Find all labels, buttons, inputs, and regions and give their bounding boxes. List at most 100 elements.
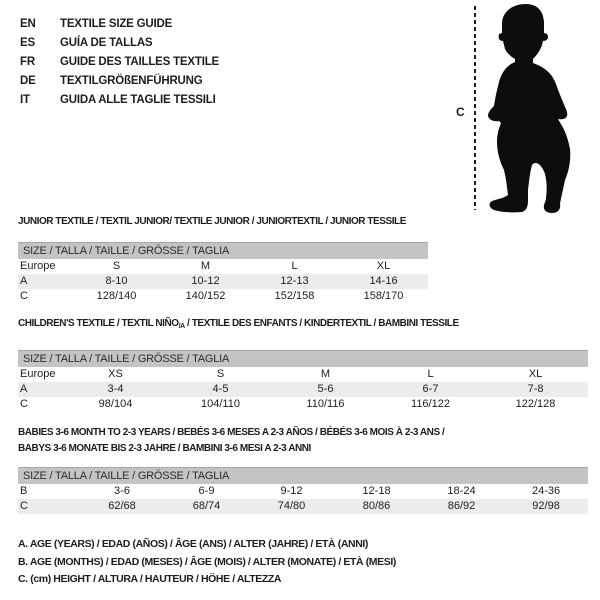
- lang-title: GUIDA ALLE TAGLIE TESSILI: [60, 94, 216, 106]
- cell: 80/86: [334, 498, 419, 514]
- cell: 140/152: [185, 290, 226, 302]
- table-row-age: A 3-4 4-5 5-6 6-7 7-8: [18, 381, 589, 397]
- childrens-textile-section: CHILDREN'S TEXTILE / TEXTIL NIÑO/A / TEX…: [18, 318, 589, 412]
- row-label: C: [20, 290, 28, 302]
- table-row-height: C 128/140 140/152 152/158 158/170: [18, 289, 428, 304]
- cell: XL: [376, 260, 391, 272]
- cell: M: [200, 260, 211, 272]
- lang-title: TEXTILGRÖßENFÜHRUNG: [60, 75, 203, 87]
- table-row-age: A 8-10 10-12 12-13 14-16: [18, 273, 429, 289]
- cell: 68/74: [164, 498, 249, 514]
- row-label: A: [18, 273, 72, 289]
- cell: 6-7: [378, 381, 483, 397]
- size-header-label: SIZE / TALLA / TAILLE / GRÖSSE / TAGLIA: [18, 350, 589, 367]
- lang-code: ES: [20, 37, 35, 49]
- cell: 10-12: [161, 273, 250, 289]
- cell: 86/92: [419, 498, 504, 514]
- childrens-table-title: CHILDREN'S TEXTILE / TEXTIL NIÑO/A / TEX…: [18, 318, 588, 333]
- cell: 8-10: [72, 273, 161, 289]
- cell: XS: [108, 368, 123, 380]
- cell: S: [112, 260, 121, 272]
- legend-line-c: C. (cm) HEIGHT / ALTURA / HAUTEUR / HÖHE…: [18, 573, 282, 585]
- title-part: CHILDREN'S TEXTILE / TEXTIL NIÑO: [18, 318, 179, 329]
- cell: 62/68: [80, 498, 164, 514]
- lang-code: FR: [20, 56, 35, 68]
- size-header-label: SIZE / TALLA / TAILLE / GRÖSSE / TAGLIA: [18, 242, 429, 259]
- cell: 5-6: [273, 381, 378, 397]
- cell: 122/128: [515, 398, 556, 410]
- legend-line-a: A. AGE (YEARS) / EDAD (AÑOS) / ÂGE (ANS)…: [18, 538, 369, 550]
- cell: 6-9: [198, 485, 215, 497]
- row-label: A: [18, 381, 63, 397]
- cell: 98/104: [98, 398, 133, 410]
- junior-size-table: SIZE / TALLA / TAILLE / GRÖSSE / TAGLIA …: [18, 242, 429, 304]
- cell: 110/116: [306, 398, 345, 410]
- lang-row-fr: FR GUIDE DES TAILLES TEXTILE: [20, 53, 219, 72]
- row-label: C: [18, 498, 80, 514]
- babies-table-title: BABIES 3-6 MONTH TO 2-3 YEARS / BEBÉS 3-…: [18, 425, 588, 457]
- lang-row-en: EN TEXTILE SIZE GUIDE: [20, 15, 219, 34]
- lang-code: IT: [20, 94, 30, 106]
- height-label-c: C: [456, 105, 465, 119]
- cell: 74/80: [249, 498, 334, 514]
- table-row-europe: Europe S M L XL: [18, 259, 428, 274]
- height-dashed-line: [474, 6, 476, 210]
- junior-table-title: JUNIOR TEXTILE / TEXTIL JUNIOR/ TEXTILE …: [18, 216, 406, 227]
- lang-row-es: ES GUÍA DE TALLAS: [20, 34, 219, 53]
- row-label: Europe: [20, 260, 56, 272]
- legend-line-b: B. AGE (MONTHS) / EDAD (MESES) / ÂGE (MO…: [18, 555, 396, 568]
- cell: L: [427, 368, 434, 380]
- cell: 4-5: [168, 381, 273, 397]
- cell: 158/170: [363, 290, 404, 302]
- cell: 3-6: [114, 485, 130, 497]
- cell: XL: [528, 368, 543, 380]
- cell: 152/158: [274, 290, 315, 302]
- title-subscript: /A: [178, 323, 186, 330]
- lang-row-it: IT GUIDA ALLE TAGLIE TESSILI: [20, 91, 219, 110]
- table-row-europe: Europe XS S M L XL: [18, 367, 588, 382]
- height-measure-figure: C: [448, 0, 600, 218]
- size-header-bar: SIZE / TALLA / TAILLE / GRÖSSE / TAGLIA: [18, 350, 589, 367]
- table-row-age-months: B 3-6 6-9 9-12 12-18 18-24 24-36: [18, 484, 588, 499]
- toddler-silhouette-icon: [488, 4, 571, 213]
- table-row-height: C 98/104 104/110 110/116 116/122 122/128: [18, 397, 588, 412]
- row-label: Europe: [20, 368, 56, 380]
- lang-code: EN: [20, 18, 36, 30]
- cell: 116/122: [411, 398, 450, 410]
- title-part: / TEXTILE DES ENFANTS / KINDERTEXTIL / B…: [184, 318, 459, 329]
- cell: 12-18: [362, 485, 391, 497]
- cell: 9-12: [280, 485, 303, 497]
- babies-textile-section: BABIES 3-6 MONTH TO 2-3 YEARS / BEBÉS 3-…: [18, 425, 589, 514]
- lang-row-de: DE TEXTILGRÖßENFÜHRUNG: [20, 72, 219, 91]
- cell: 7-8: [483, 381, 589, 397]
- size-header-label: SIZE / TALLA / TAILLE / GRÖSSE / TAGLIA: [18, 467, 589, 484]
- babies-title-line2: BABYS 3-6 MONATE BIS 2-3 JAHRE / BAMBINI…: [18, 443, 311, 454]
- cell: S: [216, 368, 225, 380]
- lang-title: GUIDE DES TAILLES TEXTILE: [60, 56, 219, 68]
- babies-title-line1: BABIES 3-6 MONTH TO 2-3 YEARS / BEBÉS 3-…: [18, 427, 445, 438]
- measurement-legend: A. AGE (YEARS) / EDAD (AÑOS) / ÂGE (ANS)…: [18, 536, 396, 589]
- cell: 18-24: [447, 485, 476, 497]
- cell: M: [320, 368, 331, 380]
- size-header-bar: SIZE / TALLA / TAILLE / GRÖSSE / TAGLIA: [18, 467, 589, 484]
- babies-size-table: SIZE / TALLA / TAILLE / GRÖSSE / TAGLIA …: [18, 467, 589, 514]
- cell: 104/110: [201, 398, 240, 410]
- lang-code: DE: [20, 75, 36, 87]
- size-header-bar: SIZE / TALLA / TAILLE / GRÖSSE / TAGLIA: [18, 242, 429, 259]
- cell: L: [291, 260, 298, 272]
- junior-textile-section: JUNIOR TEXTILE / TEXTIL JUNIOR/ TEXTILE …: [18, 216, 429, 304]
- childrens-size-table: SIZE / TALLA / TAILLE / GRÖSSE / TAGLIA …: [18, 350, 589, 412]
- cell: 92/98: [504, 498, 589, 514]
- cell: 12-13: [250, 273, 339, 289]
- language-title-list: EN TEXTILE SIZE GUIDE ES GUÍA DE TALLAS …: [20, 15, 219, 110]
- cell: 3-4: [63, 381, 168, 397]
- lang-title: TEXTILE SIZE GUIDE: [60, 18, 173, 30]
- cell: 24-36: [531, 485, 561, 497]
- row-label: B: [20, 485, 28, 497]
- cell: 128/140: [96, 290, 137, 302]
- lang-title: GUÍA DE TALLAS: [60, 37, 153, 49]
- cell: 14-16: [339, 273, 429, 289]
- row-label: C: [20, 398, 28, 410]
- table-row-height: C 62/68 68/74 74/80 80/86 86/92 92/98: [18, 498, 589, 514]
